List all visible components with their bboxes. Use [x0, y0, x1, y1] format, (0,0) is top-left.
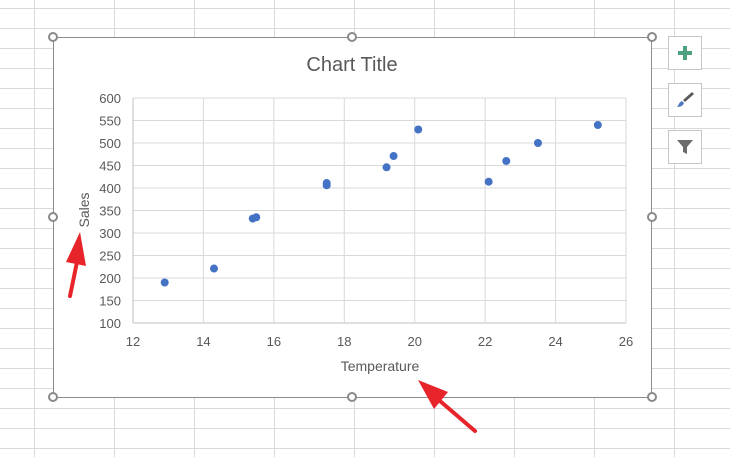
data-points [160, 121, 602, 287]
x-tick-label: 24 [548, 334, 562, 349]
chart-area[interactable] [53, 37, 652, 398]
y-tick-label: 150 [99, 294, 121, 309]
resize-handle-top-left[interactable] [48, 32, 58, 42]
data-point[interactable] [414, 125, 423, 134]
annotation-arrow-ylabel [66, 232, 86, 298]
data-point[interactable] [502, 157, 511, 165]
y-tick-label: 200 [99, 271, 121, 286]
resize-handle-middle-left[interactable] [48, 212, 58, 222]
x-axis-tick-labels: 12 14 16 18 20 22 24 26 [126, 334, 633, 349]
x-tick-label: 22 [478, 334, 492, 349]
x-tick-label: 14 [196, 334, 210, 349]
plus-icon [678, 46, 692, 60]
funnel-icon [677, 140, 693, 154]
data-point[interactable] [160, 278, 169, 287]
y-tick-label: 300 [99, 226, 121, 241]
x-tick-label: 12 [126, 334, 140, 349]
resize-handle-middle-right[interactable] [647, 212, 657, 222]
data-point[interactable] [533, 139, 542, 147]
resize-handle-bottom-center[interactable] [347, 392, 357, 402]
resize-handle-top-center[interactable] [347, 32, 357, 42]
y-tick-label: 250 [99, 249, 121, 264]
data-point[interactable] [593, 121, 602, 129]
y-tick-label: 100 [99, 316, 121, 331]
chart-filters-button[interactable] [668, 130, 702, 164]
y-tick-label: 350 [99, 204, 121, 219]
y-tick-label: 550 [99, 114, 121, 129]
y-axis-title[interactable]: Sales [76, 192, 92, 227]
resize-handle-top-right[interactable] [647, 32, 657, 42]
gridlines [132, 97, 627, 324]
x-tick-label: 26 [619, 334, 633, 349]
data-point[interactable] [252, 213, 261, 222]
chart-elements-button[interactable] [668, 36, 702, 70]
x-tick-label: 18 [337, 334, 351, 349]
y-tick-label: 500 [99, 136, 121, 151]
data-point[interactable] [382, 163, 391, 172]
data-point[interactable] [484, 177, 493, 186]
y-axis-tick-labels: 100 150 200 250 300 350 400 450 500 550 600 [99, 91, 121, 331]
y-tick-label: 400 [99, 181, 121, 196]
resize-handle-bottom-right[interactable] [647, 392, 657, 402]
paintbrush-icon [677, 92, 694, 107]
resize-handle-bottom-left[interactable] [48, 392, 58, 402]
x-tick-label: 16 [267, 334, 281, 349]
chart-styles-button[interactable] [668, 83, 702, 117]
x-axis-title[interactable]: Temperature [341, 358, 420, 374]
annotation-arrow-xlabel [418, 380, 477, 433]
data-point[interactable] [209, 264, 218, 273]
y-tick-label: 450 [99, 159, 121, 174]
chart-title[interactable]: Chart Title [306, 54, 397, 76]
x-tick-label: 20 [407, 334, 421, 349]
data-point[interactable] [322, 179, 331, 188]
data-point[interactable] [389, 152, 398, 161]
y-tick-label: 600 [99, 91, 121, 106]
